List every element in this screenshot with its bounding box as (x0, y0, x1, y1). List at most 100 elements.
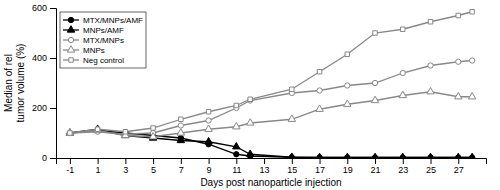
point (233, 122, 240, 128)
series-line (70, 92, 472, 137)
y-tick-label: 0 (42, 153, 47, 163)
y-tick: 0 (42, 153, 56, 163)
x-tick-mark (292, 158, 293, 164)
x-tick-label: 1 (96, 165, 101, 175)
x-tick-label: -1 (66, 165, 74, 175)
x-tick-label: 17 (315, 165, 325, 175)
x-tick-mark (403, 158, 404, 164)
chart: -1135791113151719212325270200400600Days … (0, 0, 500, 190)
x-tick: 15 (287, 158, 297, 175)
x-axis-line (57, 159, 487, 165)
point (316, 105, 323, 111)
point (372, 80, 377, 85)
point (206, 110, 210, 114)
point (151, 126, 155, 130)
x-tick: 27 (454, 158, 464, 175)
x-tick-mark (264, 158, 265, 164)
x-tick-label: 3 (123, 165, 128, 175)
legend: MTX/MNPs/AMFMNPs/AMFMTX/MNPsMNPsNeg cont… (60, 12, 146, 68)
legend-swatch-marker (67, 46, 74, 52)
x-tick-mark (125, 158, 126, 164)
point (123, 130, 127, 134)
y-tick-mark (50, 8, 56, 9)
point (317, 70, 321, 74)
legend-frame (60, 12, 146, 68)
point (400, 70, 405, 75)
x-tick: 25 (426, 158, 436, 175)
point (67, 130, 72, 135)
y-axis-line (50, 9, 57, 159)
x-tick-label: 5 (151, 165, 156, 175)
x-tick: 21 (371, 158, 381, 175)
x-tick: 5 (151, 158, 156, 175)
legend-swatch-marker (67, 26, 74, 32)
point (177, 136, 184, 142)
point (234, 152, 239, 157)
legend-item: MNPs (63, 46, 105, 55)
legend-item: Neg control (63, 56, 124, 65)
x-tick-mark (209, 158, 210, 164)
legend-item: MTX/MNPs (63, 36, 124, 45)
legend-swatch-marker (68, 37, 73, 42)
point (455, 92, 462, 98)
point (248, 97, 252, 101)
legend-label: MNPs (83, 46, 105, 55)
legend-swatch-marker (68, 17, 73, 22)
x-tick: 9 (207, 158, 212, 175)
point (178, 123, 183, 128)
x-tick-mark (181, 158, 182, 164)
legend-label: MTX/MNPs (83, 36, 124, 45)
x-tick-label: 25 (426, 165, 436, 175)
x-tick-label: 23 (398, 165, 408, 175)
point (68, 131, 72, 135)
y-tick: 600 (32, 3, 56, 13)
x-tick: 11 (232, 158, 241, 175)
point (470, 10, 474, 14)
point (344, 153, 351, 158)
x-tick: 17 (315, 158, 325, 175)
x-tick: 23 (398, 158, 408, 175)
point (177, 129, 184, 135)
x-tick-label: 9 (207, 165, 212, 175)
y-tick-label: 200 (32, 103, 47, 113)
y-tick-mark (50, 158, 56, 159)
x-tick-mark (431, 158, 432, 164)
point (95, 127, 99, 131)
point (66, 129, 73, 135)
point (373, 31, 377, 35)
x-tick: 13 (260, 158, 270, 175)
point (248, 98, 253, 103)
x-tick-label: 19 (343, 165, 353, 175)
point (468, 153, 475, 158)
point (290, 87, 294, 91)
point (371, 96, 378, 102)
point (401, 27, 405, 31)
y-tick-label: 600 (32, 3, 47, 13)
point (468, 92, 475, 98)
legend-item: MTX/MNPs/AMF (63, 16, 143, 25)
legend-label: MTX/MNPs/AMF (83, 16, 143, 25)
x-tick: 1 (96, 158, 101, 175)
x-tick: -1 (66, 158, 74, 175)
legend-label: MNPs/AMF (83, 26, 124, 35)
point (455, 153, 462, 158)
y-tick-label: 400 (32, 53, 47, 63)
point (179, 117, 183, 121)
y-axis-title: Median of reltumor volume (%) (3, 44, 26, 123)
x-tick: 7 (179, 158, 184, 175)
point (344, 100, 351, 106)
point (428, 20, 432, 24)
point (246, 119, 253, 125)
point (66, 129, 73, 135)
x-tick-mark (153, 158, 154, 164)
point (316, 153, 323, 158)
x-tick: 3 (123, 158, 128, 175)
y-axis: 0 200 400 600 (32, 3, 57, 163)
point (149, 132, 156, 138)
x-tick-mark (375, 158, 376, 164)
plot: -1135791113151719212325270200400600Days … (3, 3, 487, 188)
x-tick-mark (70, 158, 71, 164)
y-tick-mark (50, 108, 56, 109)
point (345, 52, 349, 56)
point (345, 83, 350, 88)
